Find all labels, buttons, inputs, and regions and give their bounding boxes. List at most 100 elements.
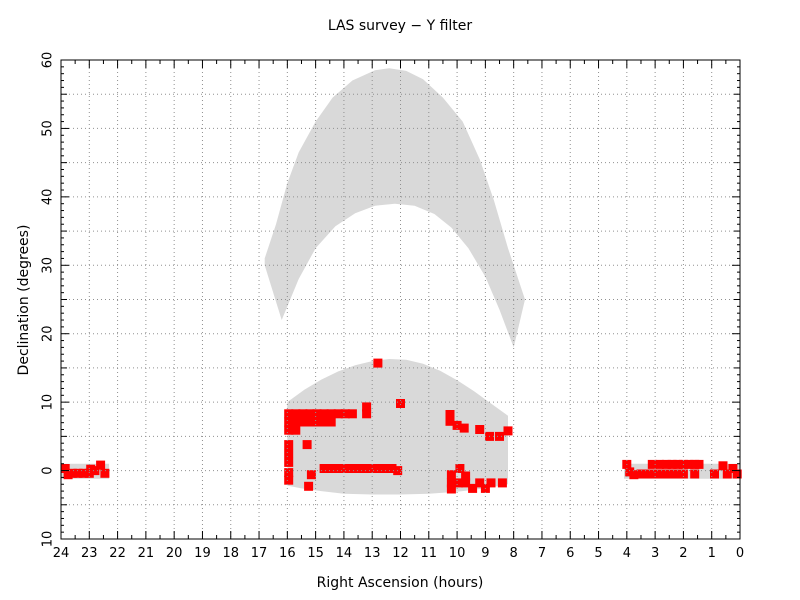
observed-field-point [340,409,350,419]
x-tick-label: 3 [651,546,659,561]
observed-field-point [455,464,465,473]
observed-field-point [503,426,513,436]
x-tick-label: 2 [679,546,687,561]
observed-field-point [359,464,369,473]
y-tick-label: 10 [41,394,56,411]
observed-field-point [673,459,683,469]
x-tick-label: 19 [194,546,211,561]
observed-field-point [79,468,89,478]
observed-field-point [312,417,322,427]
observed-field-point [319,409,329,419]
x-tick-label: 0 [736,546,744,561]
observed-field-point [291,425,301,435]
observed-field-point [642,469,652,479]
x-tick-label: 4 [623,546,631,561]
observed-field-point [326,409,336,419]
observed-field-point [291,409,301,419]
observed-field-point [326,417,336,427]
observed-field-point [63,470,73,480]
y-tick-label: 10 [41,531,56,548]
observed-field-point [673,469,683,479]
observed-field-point [302,440,312,450]
x-tick-label: 1 [708,546,716,561]
observed-field-point [333,409,343,419]
observed-field-point [347,464,357,473]
observed-field-point [459,423,469,433]
observed-field-point [684,459,694,469]
observed-field-point [636,469,646,479]
observed-field-point [654,459,664,469]
observed-field-point [284,475,294,485]
observed-field-point [722,469,732,479]
observed-field-point [710,469,719,479]
observed-field-point [667,459,677,469]
x-tick-label: 21 [138,546,155,561]
x-tick-label: 9 [481,546,489,561]
observed-field-point [325,464,335,473]
observed-field-point [475,425,485,434]
observed-field-point [452,420,462,430]
observed-field-point [461,478,471,488]
x-tick-label: 23 [81,546,98,561]
observed-field-point [732,469,742,479]
y-tick-label: 30 [41,257,56,274]
observed-field-point [298,409,308,419]
observed-field-point [306,470,316,480]
x-tick-label: 13 [364,546,381,561]
observed-field-point [495,431,504,441]
observed-field-point [387,464,397,473]
observed-field-point [446,478,456,488]
x-tick-label: 15 [307,546,324,561]
x-tick-label: 18 [222,546,239,561]
observed-field-point [461,471,471,481]
observed-field-point [654,469,664,479]
plot-area: 24 23 22 21 20 19 18 17 16 15 14 13 12 11 10 9 8 7 6 5 4 3 2 1 0… [41,52,745,561]
x-tick-label: 20 [166,546,183,561]
observed-field-point [342,464,352,473]
observed-field-point [649,469,659,479]
x-tick-label: 14 [336,546,353,561]
observed-field-point [718,461,728,471]
observed-field-point [336,464,346,473]
observed-field-point [73,468,83,478]
observed-field-point [454,478,463,488]
observed-field-point [312,409,322,419]
x-tick-label: 22 [109,546,126,561]
observed-field-point [728,464,738,473]
observed-field-point [647,459,657,469]
observed-field-point [661,459,671,469]
x-tick-label: 11 [421,546,438,561]
observed-field-point [284,468,294,478]
survey-footprint-region-1 [287,359,508,495]
observed-field-point [284,417,294,427]
y-tick-label: 40 [41,189,56,206]
observed-field-point [305,417,315,427]
observed-field-point [396,399,405,408]
observed-field-point [667,469,677,479]
observed-field-point [694,459,704,469]
observed-field-point [373,358,383,368]
observed-field-point [347,409,357,419]
survey-footprint-region-0 [264,68,525,348]
x-tick-label: 7 [538,546,546,561]
x-tick-label: 12 [392,546,409,561]
observed-field-point [319,464,329,473]
observed-field-point [475,478,485,488]
observed-field-point [86,464,96,474]
observed-field-point [362,409,372,419]
observed-field-point [445,416,455,426]
x-tick-label: 5 [594,546,602,561]
observed-field-point [284,449,294,458]
x-tick-label: 8 [510,546,518,561]
observed-field-point [629,470,639,480]
x-axis-label: Right Ascension (hours) [317,575,484,591]
x-tick-label: 16 [279,546,296,561]
observed-field-point [284,457,294,467]
observed-field-point [305,409,315,419]
observed-field-point [468,483,478,493]
y-tick-label: 50 [41,120,56,137]
observed-field-point [446,484,456,494]
y-axis-label: Declination (degrees) [16,225,32,376]
observed-field-point [304,481,314,491]
